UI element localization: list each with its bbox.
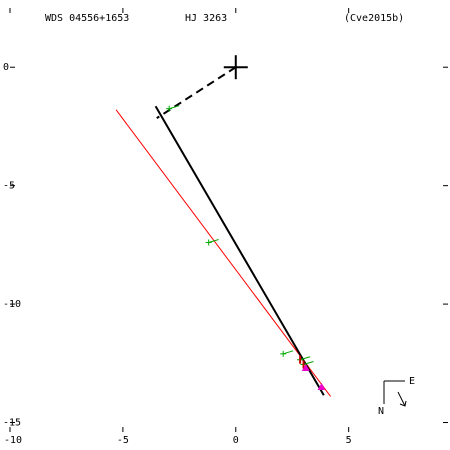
orbit-line	[154, 105, 325, 396]
observation-residual	[208, 239, 219, 243]
compass-north-label: N	[378, 406, 384, 417]
highlight-point	[317, 382, 326, 390]
highlight-point	[301, 364, 310, 372]
compass-arrow-icon	[399, 400, 407, 407]
discoverer-label: HJ 3263	[185, 13, 227, 24]
observation-residual	[283, 350, 294, 355]
plot-lines	[115, 66, 331, 397]
y-tick-label: -10	[3, 299, 21, 310]
x-tick-label: 0	[233, 435, 239, 446]
compass-east-label: E	[409, 376, 415, 387]
x-tick-label: -10	[4, 435, 22, 446]
x-tick-label: 5	[346, 435, 352, 446]
reference-label: (Cve2015b)	[344, 13, 404, 24]
compass: E N	[378, 376, 415, 417]
observation-residual	[169, 105, 180, 110]
axes: -10 -5 0 5 0 -5 -10 -15	[3, 8, 448, 446]
periastron-line	[156, 66, 237, 119]
y-tick-label: -5	[3, 181, 15, 192]
node-line	[115, 109, 331, 397]
y-tick-label: 0	[3, 62, 9, 73]
observation-residual	[299, 356, 311, 361]
observation-residual	[303, 361, 314, 365]
wds-id-label: WDS 04556+1653	[45, 13, 129, 24]
x-tick-label: -5	[117, 435, 129, 446]
y-tick-label: -15	[3, 418, 21, 429]
compass-arrow-shaft	[397, 391, 406, 407]
plot-marks	[166, 55, 326, 390]
